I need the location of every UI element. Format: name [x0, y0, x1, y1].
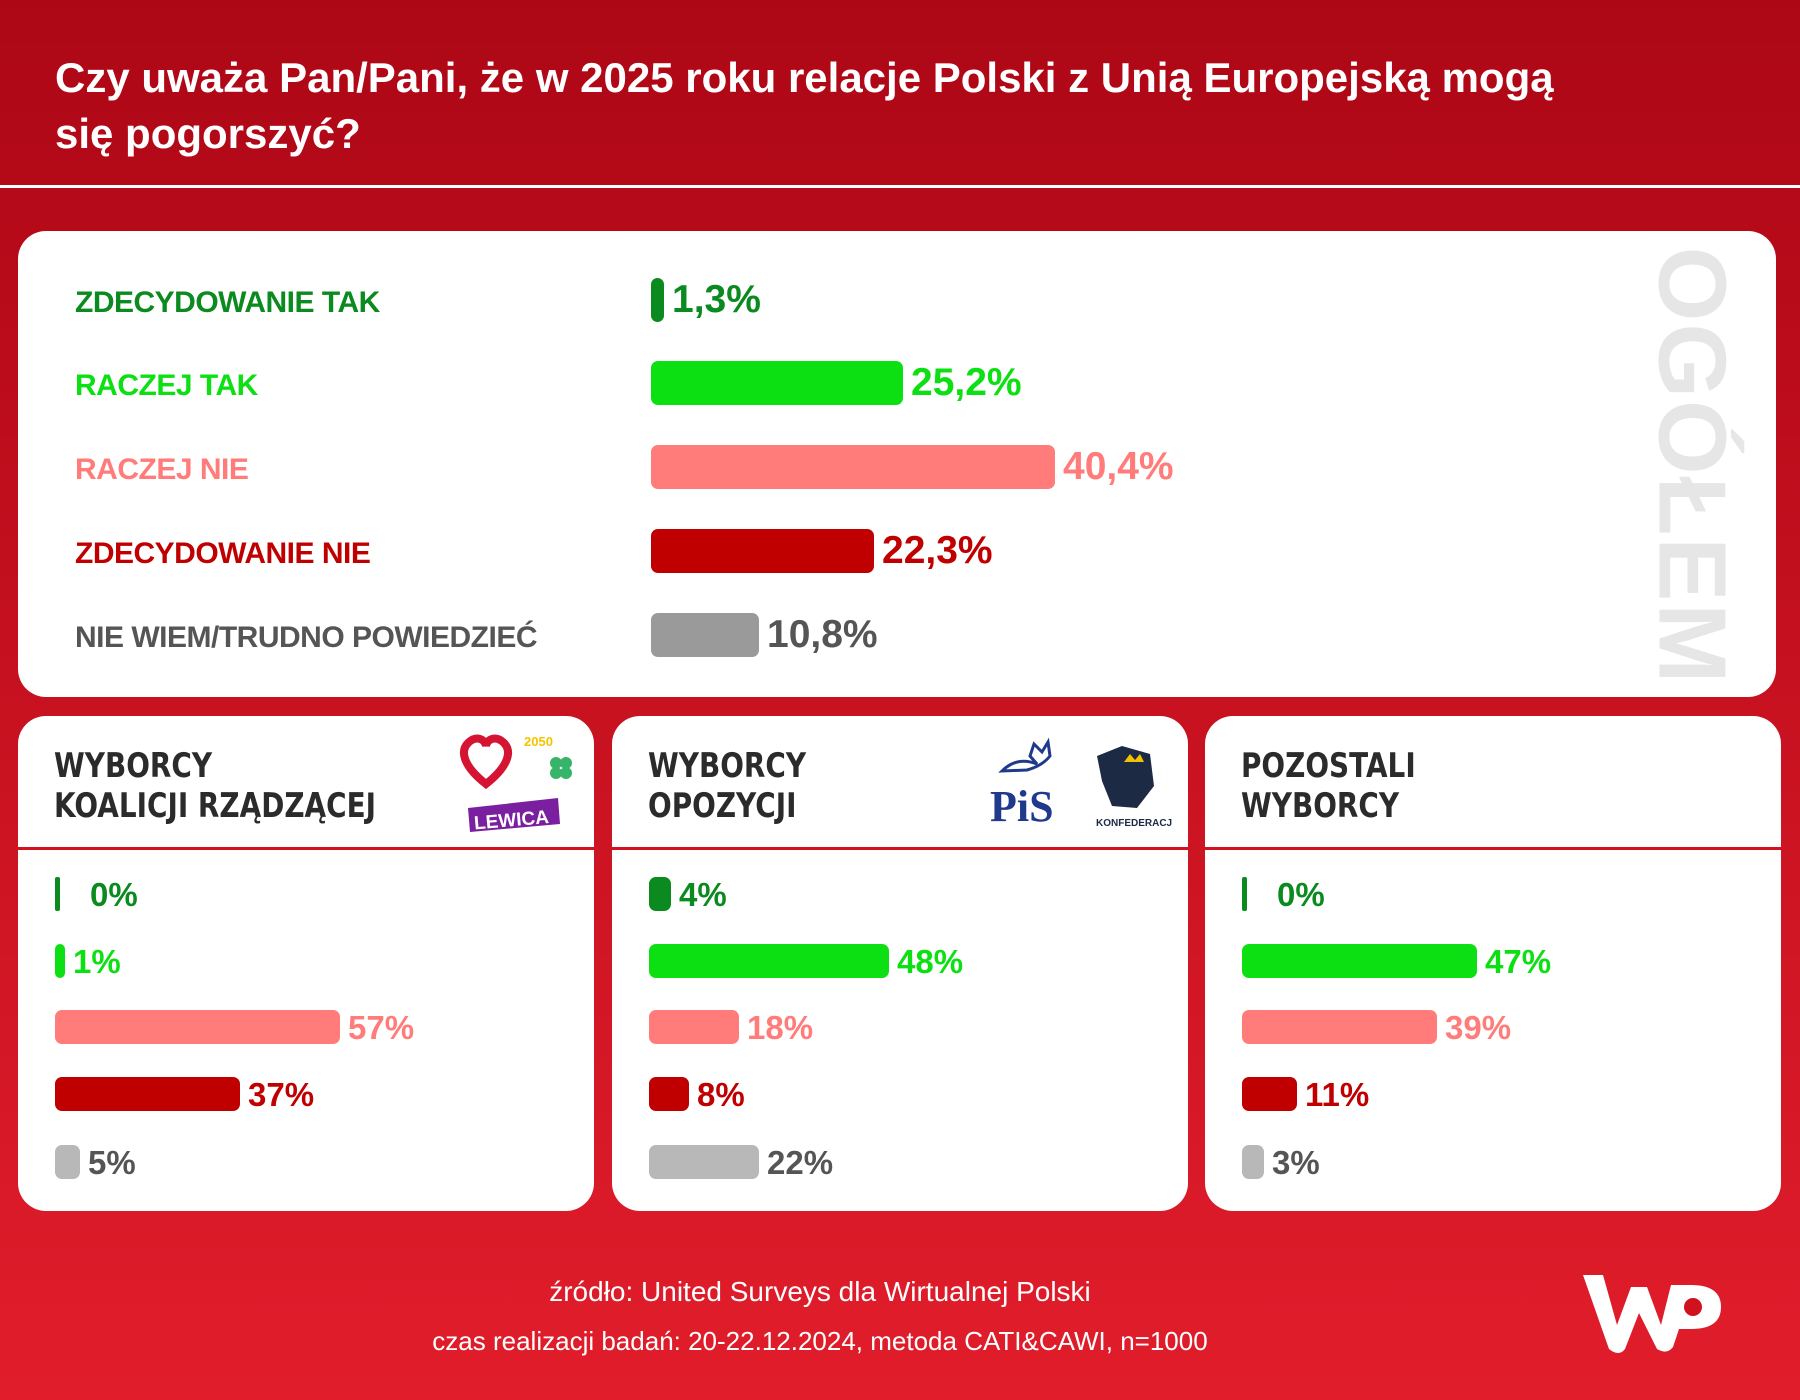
- value-label: 1,3%: [672, 278, 761, 321]
- bar-zdecydowanie-tak: [55, 877, 60, 911]
- category-label: ZDECYDOWANIE TAK: [75, 286, 380, 319]
- card-divider: [612, 847, 1188, 850]
- value-label: 22,3%: [882, 529, 993, 572]
- bar-nie-wiem: [55, 1145, 80, 1179]
- bar-zdecydowanie-nie: [649, 1077, 689, 1111]
- row-nie-wiem: 3%: [1205, 1144, 1781, 1181]
- value-label: 3%: [1272, 1144, 1320, 1181]
- other-voters-card: POZOSTALI WYBORCY 0% 47% 39% 11% 3%: [1205, 716, 1781, 1211]
- value-label: 40,4%: [1063, 445, 1174, 488]
- category-label: RACZEJ TAK: [75, 369, 258, 402]
- row-raczej-nie: 39%: [1205, 1009, 1781, 1046]
- row-raczej-nie: 18%: [612, 1009, 1188, 1046]
- bar-raczej-tak: [55, 944, 65, 978]
- bar-zdecydowanie-tak: [651, 278, 664, 322]
- row-raczej-tak: 48%: [612, 943, 1188, 980]
- opposition-party-logos: PiS KONFEDERACJA: [990, 737, 1172, 831]
- source-note: źródło: United Surveys dla Wirtualnej Po…: [549, 1276, 1091, 1307]
- bar-nie-wiem: [1242, 1145, 1264, 1179]
- value-label: 0%: [90, 876, 138, 913]
- pis-eagle-icon: [998, 737, 1052, 773]
- value-label: 48%: [897, 943, 964, 980]
- overall-vertical-label: OGÓŁEM: [1638, 246, 1745, 686]
- value-label: 10,8%: [767, 613, 878, 656]
- bar-raczej-nie: [649, 1010, 739, 1044]
- bar-nie-wiem: [651, 613, 759, 657]
- value-label: 0%: [1277, 876, 1325, 913]
- bar-raczej-nie: [1242, 1010, 1437, 1044]
- card-title: POZOSTALI WYBORCY: [1241, 746, 1416, 826]
- row-nie-wiem: 22%: [612, 1144, 1188, 1181]
- card-divider: [18, 847, 594, 850]
- coalition-party-logos: 2050 LEWICA: [460, 734, 572, 834]
- heart-logo-icon: [460, 734, 512, 790]
- row-nie-wiem: NIE WIEM/TRUDNO POWIEDZIEĆ 10,8%: [18, 613, 1776, 657]
- overall-chart-panel: ZDECYDOWANIE TAK 1,3% RACZEJ TAK 25,2% RAC…: [18, 231, 1776, 697]
- row-nie-wiem: 5%: [18, 1144, 594, 1181]
- category-label: NIE WIEM/TRUDNO POWIEDZIEĆ: [75, 621, 538, 654]
- bar-raczej-tak: [649, 944, 889, 978]
- value-label: 25,2%: [911, 361, 1022, 404]
- bar-zdecydowanie-tak: [649, 877, 671, 911]
- header-divider: [0, 185, 1800, 188]
- bar-zdecydowanie-nie: [55, 1077, 240, 1111]
- value-label: 8%: [697, 1076, 745, 1113]
- row-raczej-nie: RACZEJ NIE 40,4%: [18, 445, 1776, 489]
- coalition-voters-card: WYBORCY KOALICJI RZĄDZĄCEJ 2050 LEWICA 0%…: [18, 716, 594, 1211]
- value-label: 18%: [747, 1009, 814, 1046]
- row-raczej-tak: RACZEJ TAK 25,2%: [18, 361, 1776, 405]
- value-label: 11%: [1305, 1076, 1370, 1113]
- pis-logo: PiS: [990, 782, 1054, 831]
- value-label: 57%: [348, 1009, 415, 1046]
- value-label: 5%: [88, 1144, 136, 1181]
- row-raczej-tak: 47%: [1205, 943, 1781, 980]
- row-zdecydowanie-nie: ZDECYDOWANIE NIE 22,3%: [18, 529, 1776, 573]
- 2050-logo: 2050: [524, 734, 553, 749]
- bar-raczej-nie: [55, 1010, 340, 1044]
- row-zdecydowanie-nie: 11%: [1205, 1076, 1781, 1113]
- value-label: 4%: [679, 876, 727, 913]
- row-zdecydowanie-tak: ZDECYDOWANIE TAK 1,3%: [18, 278, 1776, 322]
- row-raczej-nie: 57%: [18, 1009, 594, 1046]
- value-label: 39%: [1445, 1009, 1512, 1046]
- page-title: Czy uważa Pan/Pani, że w 2025 roku relac…: [55, 54, 1554, 157]
- category-label: ZDECYDOWANIE NIE: [75, 537, 371, 570]
- row-zdecydowanie-nie: 8%: [612, 1076, 1188, 1113]
- clover-logo-icon: [550, 757, 572, 779]
- row-zdecydowanie-tak: 0%: [18, 876, 594, 913]
- opposition-voters-card: WYBORCY OPOZYCJI PiS KONFEDERACJA 4% 48% …: [612, 716, 1188, 1211]
- survey-details: czas realizacji badań: 20-22.12.2024, me…: [432, 1326, 1208, 1356]
- value-label: 22%: [767, 1144, 834, 1181]
- konfederacja-eagle-icon: [1097, 746, 1154, 808]
- row-zdecydowanie-tak: 4%: [612, 876, 1188, 913]
- card-divider: [1205, 847, 1781, 850]
- category-label: RACZEJ NIE: [75, 453, 249, 486]
- wp-logo: [1583, 1275, 1721, 1353]
- bar-nie-wiem: [649, 1145, 759, 1179]
- bar-zdecydowanie-tak: [1242, 877, 1247, 911]
- value-label: 1%: [73, 943, 121, 980]
- bar-raczej-tak: [651, 361, 903, 405]
- bar-zdecydowanie-nie: [1242, 1077, 1297, 1111]
- bar-raczej-tak: [1242, 944, 1477, 978]
- bar-raczej-nie: [651, 445, 1055, 489]
- card-title: WYBORCY KOALICJI RZĄDZĄCEJ: [54, 746, 377, 826]
- value-label: 37%: [248, 1076, 315, 1113]
- konfederacja-logo: KONFEDERACJA: [1096, 818, 1172, 829]
- row-raczej-tak: 1%: [18, 943, 594, 980]
- row-zdecydowanie-tak: 0%: [1205, 876, 1781, 913]
- bar-zdecydowanie-nie: [651, 529, 874, 573]
- card-title: WYBORCY OPOZYCJI: [648, 746, 807, 826]
- row-zdecydowanie-nie: 37%: [18, 1076, 594, 1113]
- value-label: 47%: [1485, 943, 1552, 980]
